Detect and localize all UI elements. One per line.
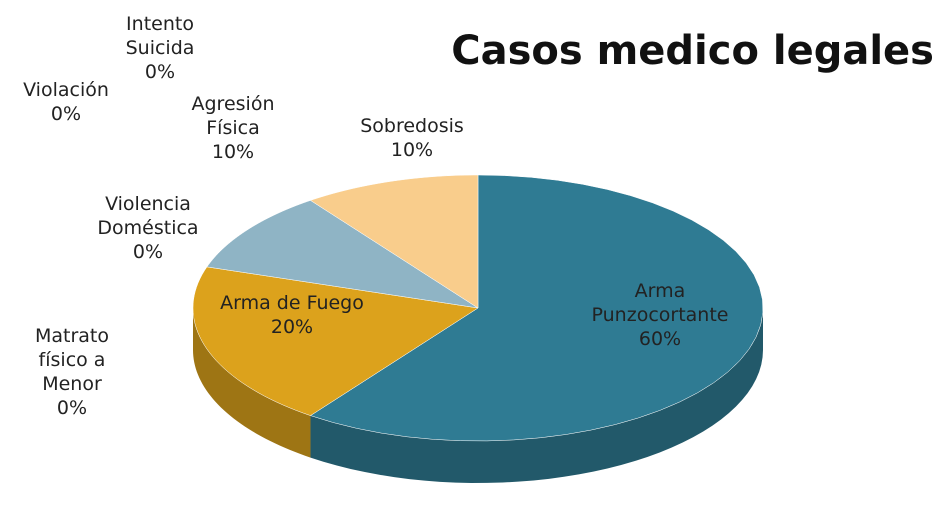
slice-side (193, 308, 311, 458)
slice-label: Arma de Fuego (220, 292, 364, 314)
slice-label: Sobredosis (360, 115, 464, 137)
chart-title: Casos medico legales (451, 28, 934, 74)
slice-label: Intento Suicida (125, 13, 195, 59)
data-label: Violencia Doméstica 0% (78, 192, 218, 264)
slice-label: Violación (23, 79, 109, 101)
value-label: 0% (132, 241, 164, 263)
data-label: Matrato físico a Menor 0% (22, 324, 122, 420)
slice-label: Matrato físico a Menor (34, 325, 109, 395)
value-label: 0% (144, 61, 176, 83)
slice-label: Arma Punzocortante (591, 280, 729, 326)
value-label: 10% (211, 141, 255, 163)
value-label: 20% (270, 316, 314, 338)
data-label: Arma de Fuego 20% (192, 291, 392, 339)
slice-label: Agresión Física (191, 93, 275, 139)
data-label: Violación 0% (11, 78, 121, 126)
slice-label: Violencia Doméstica (97, 193, 199, 239)
data-label: Intento Suicida 0% (115, 12, 205, 84)
data-label: Sobredosis 10% (342, 114, 482, 162)
data-label: Agresión Física 10% (178, 92, 288, 164)
data-label: Arma Punzocortante 60% (590, 279, 730, 351)
value-label: 10% (390, 139, 434, 161)
value-label: 0% (56, 397, 88, 419)
value-label: 60% (638, 328, 682, 350)
slice-side (310, 308, 763, 483)
slice (309, 174, 764, 442)
slice (309, 174, 479, 309)
slice (206, 200, 479, 309)
slice (192, 266, 479, 416)
value-label: 0% (50, 103, 82, 125)
